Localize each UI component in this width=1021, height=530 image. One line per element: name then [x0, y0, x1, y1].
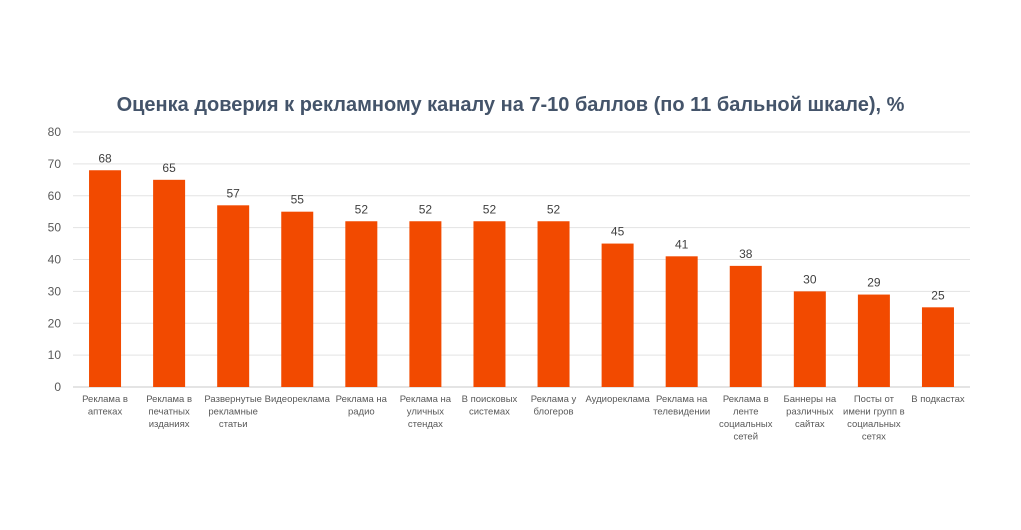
bar: [473, 221, 506, 387]
bar: [537, 221, 570, 387]
y-tick-label: 10: [48, 348, 62, 362]
y-tick-label: 0: [54, 380, 61, 394]
y-tick-label: 80: [48, 125, 62, 139]
category-label: Видеореклама: [265, 394, 331, 405]
bar: [153, 179, 186, 387]
category-label: Реклама на радио: [336, 394, 388, 418]
category-label: Реклама на уличных стендах: [400, 394, 452, 430]
category-label: Реклама в аптеках: [82, 394, 128, 418]
data-label: 41: [675, 237, 689, 251]
bar: [793, 291, 826, 387]
data-label: 38: [739, 247, 753, 261]
data-label: 52: [483, 202, 497, 216]
bar: [921, 307, 954, 387]
bar: [281, 211, 314, 387]
data-label: 30: [803, 272, 817, 286]
category-label: Реклама на телевидении: [653, 394, 710, 418]
category-label: Развернутые рекламные статьи: [204, 394, 262, 430]
data-label: 68: [98, 151, 112, 165]
y-tick-label: 70: [48, 157, 62, 171]
data-label: 52: [547, 202, 561, 216]
bar: [857, 294, 890, 387]
category-label: Реклама в печатных изданиях: [146, 394, 192, 430]
category-label: Реклама у блогеров: [531, 394, 577, 418]
bar: [345, 221, 378, 387]
bar: [601, 243, 634, 387]
data-label: 55: [291, 193, 305, 207]
category-label: Реклама в ленте социальных сетей: [719, 394, 773, 443]
data-label: 52: [355, 202, 369, 216]
data-label: 45: [611, 225, 625, 239]
y-tick-label: 20: [48, 316, 62, 330]
y-tick-label: 40: [48, 253, 62, 267]
bar: [665, 256, 698, 387]
bar: [409, 221, 442, 387]
data-label: 57: [226, 186, 240, 200]
data-label: 52: [419, 202, 433, 216]
category-label: Аудиореклама: [585, 394, 650, 405]
bar: [217, 205, 250, 387]
data-label: 29: [867, 276, 881, 290]
data-label: 25: [931, 288, 945, 302]
chart-title: Оценка доверия к рекламному каналу на 7-…: [116, 94, 905, 116]
bar: [729, 265, 762, 387]
category-label: В подкастах: [911, 394, 965, 405]
data-label: 65: [162, 161, 176, 175]
y-tick-label: 50: [48, 221, 62, 235]
y-tick-label: 60: [48, 189, 62, 203]
category-label: Посты от имени групп в социальных сетях: [843, 394, 905, 443]
y-tick-label: 30: [48, 284, 62, 298]
bar: [89, 170, 122, 387]
category-label: Баннеры на различных сайтах: [784, 394, 837, 430]
category-label: В поисковых системах: [462, 394, 518, 418]
